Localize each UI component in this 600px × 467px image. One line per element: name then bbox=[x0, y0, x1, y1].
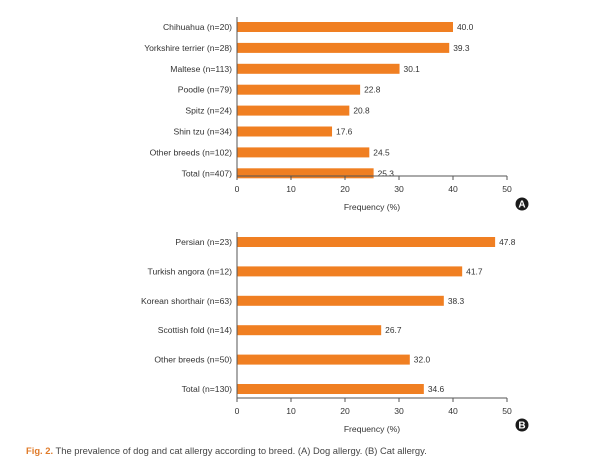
category-label: Scottish fold (n=14) bbox=[158, 325, 232, 335]
category-label: Maltese (n=113) bbox=[170, 64, 232, 74]
panel-badge bbox=[515, 418, 529, 432]
x-tick-label: 30 bbox=[394, 184, 404, 194]
x-tick-label: 0 bbox=[235, 406, 240, 416]
bar-a-3 bbox=[237, 84, 361, 95]
value-label: 17.6 bbox=[336, 127, 353, 137]
x-tick-label: 20 bbox=[340, 406, 350, 416]
category-label: Yorkshire terrier (n=28) bbox=[144, 43, 232, 53]
x-tick-label: 30 bbox=[394, 406, 404, 416]
x-tick-label: 40 bbox=[448, 184, 458, 194]
value-label: 34.6 bbox=[428, 384, 445, 394]
panel-letter: B bbox=[518, 421, 525, 432]
caption-text: The prevalence of dog and cat allergy ac… bbox=[53, 445, 427, 456]
bar-b-4 bbox=[237, 354, 410, 365]
bar-b-3 bbox=[237, 325, 382, 336]
figure-caption: Fig. 2. The prevalence of dog and cat al… bbox=[26, 445, 427, 456]
category-label: Other breeds (n=50) bbox=[154, 355, 232, 365]
category-label: Korean shorthair (n=63) bbox=[141, 296, 232, 306]
x-axis-label: Frequency (%) bbox=[344, 202, 400, 212]
value-label: 38.3 bbox=[448, 296, 465, 306]
x-tick-label: 40 bbox=[448, 406, 458, 416]
bar-b-1 bbox=[237, 266, 463, 277]
x-tick-label: 0 bbox=[235, 184, 240, 194]
value-label: 30.1 bbox=[404, 64, 421, 74]
value-label: 24.5 bbox=[373, 147, 390, 157]
bar-b-5 bbox=[237, 384, 424, 394]
bar-a-2 bbox=[237, 63, 400, 74]
value-label: 22.8 bbox=[364, 85, 381, 95]
value-label: 20.8 bbox=[353, 106, 370, 116]
x-tick-label: 10 bbox=[286, 406, 296, 416]
category-label: Shin tzu (n=34) bbox=[173, 127, 232, 137]
panel-badge bbox=[515, 197, 529, 211]
value-label: 25.3 bbox=[378, 168, 395, 178]
value-label: 47.8 bbox=[499, 237, 516, 247]
bar-a-4 bbox=[237, 105, 350, 116]
bar-a-1 bbox=[237, 42, 450, 53]
bar-a-6 bbox=[237, 147, 370, 158]
bar-a-0 bbox=[237, 22, 453, 32]
x-tick-label: 20 bbox=[340, 184, 350, 194]
bar-a-5 bbox=[237, 126, 333, 137]
category-label: Chihuahua (n=20) bbox=[163, 22, 232, 32]
value-label: 39.3 bbox=[453, 43, 470, 53]
x-tick-label: 10 bbox=[286, 184, 296, 194]
panel-a-chart: Chihuahua (n=20) 40.0 Yorkshire terrier (n… bbox=[144, 17, 529, 212]
panel-letter: A bbox=[518, 200, 525, 211]
panel-b-chart: Persian (n=23) 47.8 Turkish angora (n=12) 4… bbox=[141, 232, 529, 434]
bar-b-0 bbox=[237, 237, 496, 247]
value-label: 32.0 bbox=[414, 355, 431, 365]
category-label: Other breeds (n=102) bbox=[150, 147, 233, 157]
category-label: Spitz (n=24) bbox=[185, 106, 232, 116]
category-label: Total (n=407) bbox=[182, 168, 233, 178]
x-axis-label: Frequency (%) bbox=[344, 424, 400, 434]
category-label: Poodle (n=79) bbox=[178, 85, 232, 95]
category-label: Total (n=130) bbox=[182, 384, 233, 394]
value-label: 26.7 bbox=[385, 325, 402, 335]
x-tick-label: 50 bbox=[502, 184, 512, 194]
value-label: 41.7 bbox=[466, 266, 483, 276]
caption-lead: Fig. 2. bbox=[26, 445, 54, 456]
value-label: 40.0 bbox=[457, 22, 474, 32]
bar-b-2 bbox=[237, 295, 444, 306]
x-tick-label: 50 bbox=[502, 406, 512, 416]
bar-a-7 bbox=[237, 168, 374, 179]
category-label: Persian (n=23) bbox=[175, 237, 232, 247]
category-label: Turkish angora (n=12) bbox=[148, 266, 233, 276]
